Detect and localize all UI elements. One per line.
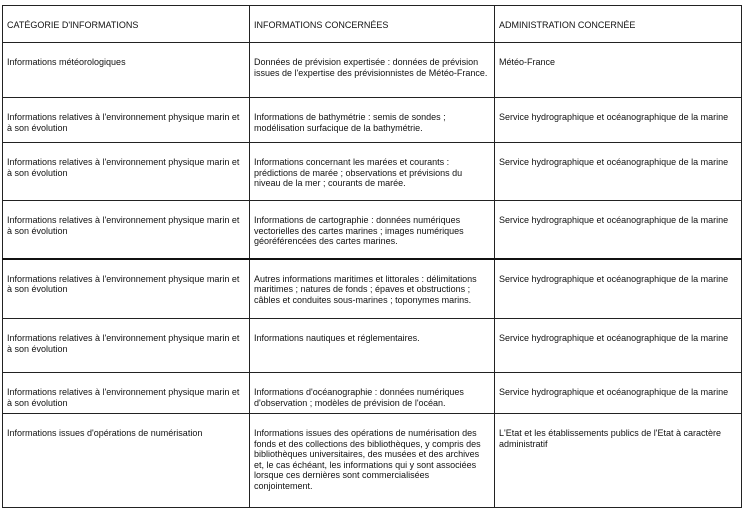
cell-info: Autres informations maritimes et littora… <box>249 257 495 319</box>
table-header-row: CATÉGORIE D'INFORMATIONS INFORMATIONS CO… <box>2 5 742 43</box>
cell-admin: Service hydrographique et océanographiqu… <box>494 200 742 259</box>
table-row: Informations relatives à l'environnement… <box>2 97 742 143</box>
table-row: Informations relatives à l'environnement… <box>2 372 742 414</box>
information-table: CATÉGORIE D'INFORMATIONS INFORMATIONS CO… <box>2 5 742 508</box>
cell-category: Informations relatives à l'environnement… <box>2 372 250 414</box>
cell-info: Informations de cartographie : données n… <box>249 200 495 259</box>
cell-info: Informations d'océanographie : données n… <box>249 372 495 414</box>
cell-category: Informations relatives à l'environnement… <box>2 142 250 201</box>
cell-admin: Service hydrographique et océanographiqu… <box>494 372 742 414</box>
cell-info: Informations issues des opérations de nu… <box>249 413 495 508</box>
cell-info: Informations concernant les marées et co… <box>249 142 495 201</box>
cell-info: Données de prévision expertisée : donnée… <box>249 42 495 98</box>
cell-admin: L'Etat et les établissements publics de … <box>494 413 742 508</box>
cell-admin: Service hydrographique et océanographiqu… <box>494 142 742 201</box>
cell-admin: Service hydrographique et océanographiqu… <box>494 257 742 319</box>
table-row: Informations relatives à l'environnement… <box>2 142 742 201</box>
header-category: CATÉGORIE D'INFORMATIONS <box>2 5 250 43</box>
cell-category: Informations météorologiques <box>2 42 250 98</box>
cell-category: Informations relatives à l'environnement… <box>2 318 250 373</box>
table-row: Informations relatives à l'environnement… <box>2 200 742 259</box>
table-row: Informations relatives à l'environnement… <box>2 318 742 373</box>
cell-admin: Service hydrographique et océanographiqu… <box>494 318 742 373</box>
cell-admin: Service hydrographique et océanographiqu… <box>494 97 742 143</box>
cell-category: Informations relatives à l'environnement… <box>2 97 250 143</box>
table-row: Informations météorologiques Données de p… <box>2 42 742 98</box>
cell-info: Informations de bathymétrie : semis de s… <box>249 97 495 143</box>
cell-info: Informations nautiques et réglementaires… <box>249 318 495 373</box>
cell-admin: Météo-France <box>494 42 742 98</box>
header-admin: ADMINISTRATION CONCERNÉE <box>494 5 742 43</box>
table-row: Informations issues d'opérations de numé… <box>2 413 742 508</box>
cell-category: Informations issues d'opérations de numé… <box>2 413 250 508</box>
cell-category: Informations relatives à l'environnement… <box>2 257 250 319</box>
cell-category: Informations relatives à l'environnement… <box>2 200 250 259</box>
table-row: Informations relatives à l'environnement… <box>2 257 742 319</box>
header-info: INFORMATIONS CONCERNÉES <box>249 5 495 43</box>
